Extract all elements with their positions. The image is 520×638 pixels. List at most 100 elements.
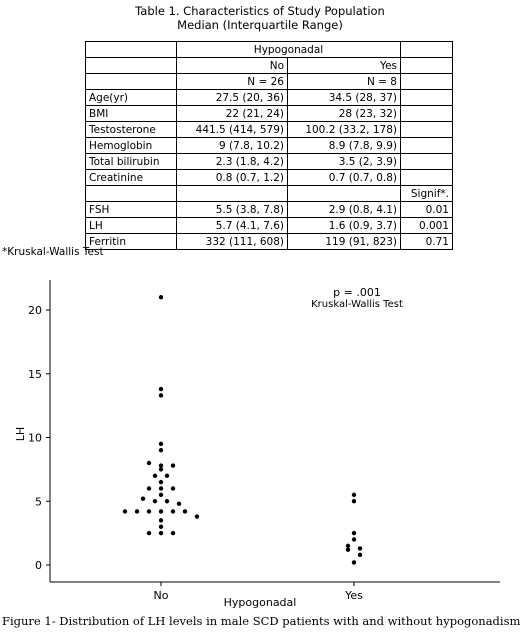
data-point <box>158 492 164 498</box>
table-header-row: No Yes <box>85 57 453 74</box>
empty-cell <box>400 105 453 122</box>
chart-points <box>122 295 363 565</box>
table-caption-line2: Median (Interquartile Range) <box>177 18 343 32</box>
data-point <box>140 496 146 501</box>
value-yes: 8.9 (7.8, 9.9) <box>287 137 401 154</box>
table-row: Ferritin 332 (111, 608) 119 (91, 823) 0.71 <box>85 233 453 250</box>
figure-caption: Figure 1- Distribution of LH levels in m… <box>2 614 520 628</box>
characteristics-table: Hypogonadal No Yes N = 26 N = 8 Age(yr) 2… <box>85 41 453 250</box>
table-row: LH 5.7 (4.1, 7.6) 1.6 (0.9, 3.7) 0.001 <box>85 217 453 234</box>
chart-axes: 0 5 10 15 20 No Yes <box>28 280 500 602</box>
data-point <box>351 530 357 536</box>
data-point <box>164 499 170 504</box>
table-row: Age(yr) 27.5 (20, 36) 34.5 (28, 37) <box>85 89 453 106</box>
value-no: 0.8 (0.7, 1.2) <box>176 169 288 186</box>
value-no: 27.5 (20, 36) <box>176 89 288 106</box>
data-point <box>158 441 164 447</box>
data-point <box>152 499 158 504</box>
table-header-row: Hypogonadal <box>85 41 453 58</box>
data-point <box>357 552 363 557</box>
n-no: N = 26 <box>176 73 288 90</box>
row-label: FSH <box>85 201 177 218</box>
data-point <box>134 509 140 514</box>
data-point <box>345 543 351 549</box>
value-no: 5.7 (4.1, 7.6) <box>176 217 288 234</box>
empty-cell <box>400 153 453 170</box>
data-point <box>351 537 357 542</box>
annotation-test: Kruskal-Wallis Test <box>311 299 403 310</box>
value-yes: 3.5 (2, 3.9) <box>287 153 401 170</box>
row-label: BMI <box>85 105 177 122</box>
data-point <box>351 499 357 504</box>
value-yes: 119 (91, 823) <box>287 233 401 250</box>
x-axis-label: Hypogonadal <box>224 596 297 609</box>
col-header-no: No <box>176 57 288 74</box>
y-tick-label: 20 <box>28 304 42 317</box>
y-tick-label: 10 <box>28 432 42 445</box>
data-point <box>176 501 182 506</box>
table-subheader-row: Signif*. <box>85 185 453 202</box>
col-header-yes: Yes <box>287 57 401 74</box>
row-label: Testosterone <box>85 121 177 138</box>
data-point <box>158 509 164 514</box>
data-point <box>158 530 164 536</box>
row-label: Hemoglobin <box>85 137 177 154</box>
data-point <box>345 547 351 552</box>
empty-cell <box>400 137 453 154</box>
data-point <box>122 509 128 514</box>
data-point <box>158 467 164 472</box>
data-point <box>158 479 164 485</box>
data-point <box>170 486 176 491</box>
row-label: Ferritin <box>85 233 177 250</box>
data-point <box>158 486 164 491</box>
x-tick-label: No <box>154 589 169 602</box>
n-yes: N = 8 <box>287 73 401 90</box>
row-label: Creatinine <box>85 169 177 186</box>
empty-cell <box>400 41 453 58</box>
data-point <box>158 448 164 453</box>
data-point <box>158 386 164 392</box>
data-point <box>158 518 164 523</box>
group-header: Hypogonadal <box>176 41 401 58</box>
data-point <box>146 530 152 536</box>
empty-cell <box>287 185 401 202</box>
value-yes: 28 (23, 32) <box>287 105 401 122</box>
empty-cell <box>400 121 453 138</box>
y-tick-label: 0 <box>35 559 42 572</box>
value-no: 332 (111, 608) <box>176 233 288 250</box>
data-point <box>351 560 357 565</box>
empty-cell <box>85 73 177 90</box>
y-axis-label: LH <box>14 427 27 441</box>
table-row: Creatinine 0.8 (0.7, 1.2) 0.7 (0.7, 0.8) <box>85 169 453 186</box>
empty-cell <box>400 57 453 74</box>
data-point <box>164 473 170 478</box>
table-row: FSH 5.5 (3.8, 7.8) 2.9 (0.8, 4.1) 0.01 <box>85 201 453 218</box>
table-header-row: N = 26 N = 8 <box>85 73 453 90</box>
row-label: Total bilirubin <box>85 153 177 170</box>
signif-header: Signif*. <box>400 185 453 202</box>
significance: 0.71 <box>400 233 453 250</box>
table-row: Total bilirubin 2.3 (1.8, 4.2) 3.5 (2, 3.9… <box>85 153 453 170</box>
data-point <box>146 509 152 514</box>
value-no: 2.3 (1.8, 4.2) <box>176 153 288 170</box>
data-point <box>351 492 357 498</box>
value-yes: 0.7 (0.7, 0.8) <box>287 169 401 186</box>
data-point <box>146 486 152 491</box>
data-point <box>182 509 188 514</box>
value-no: 5.5 (3.8, 7.8) <box>176 201 288 218</box>
value-no: 22 (21, 24) <box>176 105 288 122</box>
value-yes: 1.6 (0.9, 3.7) <box>287 217 401 234</box>
row-label: Age(yr) <box>85 89 177 106</box>
empty-cell <box>400 169 453 186</box>
row-label: LH <box>85 217 177 234</box>
data-point <box>170 509 176 514</box>
value-yes: 34.5 (28, 37) <box>287 89 401 106</box>
empty-cell <box>85 57 177 74</box>
data-point <box>158 295 164 300</box>
data-point <box>158 524 164 529</box>
data-point <box>158 393 164 398</box>
significance: 0.01 <box>400 201 453 218</box>
table-row: BMI 22 (21, 24) 28 (23, 32) <box>85 105 453 122</box>
empty-cell <box>176 185 288 202</box>
annotation-pvalue: p = .001 <box>333 286 381 299</box>
